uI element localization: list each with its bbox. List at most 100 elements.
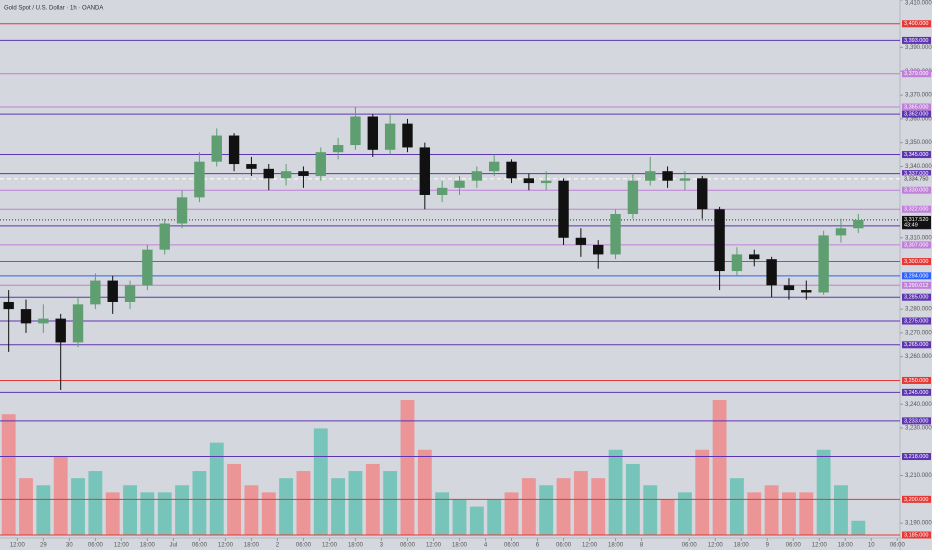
- volume-bar: [53, 456, 68, 535]
- candle-body: [315, 152, 326, 176]
- volume-bar: [556, 478, 571, 535]
- x-tick-label: 2: [276, 543, 280, 549]
- x-tick-label: 6: [536, 543, 540, 549]
- candle-body: [3, 301, 14, 310]
- candle-body: [645, 171, 656, 181]
- candles: [3, 107, 864, 390]
- level-tag-label: 3,300.000: [904, 259, 928, 265]
- candle-body: [384, 123, 396, 150]
- x-tick-label: 18:00: [348, 543, 364, 549]
- volume-bar: [400, 400, 415, 535]
- level-tag: [902, 170, 931, 178]
- level-tag: [902, 70, 931, 78]
- volume-bar: [504, 492, 519, 535]
- x-tick-label: 18:00: [608, 543, 624, 549]
- x-tick-label: 12:00: [10, 543, 26, 549]
- level-tag: [902, 110, 931, 118]
- candle-body: [801, 290, 812, 293]
- x-tick-label: 10: [868, 543, 875, 549]
- volume-bar: [521, 478, 536, 535]
- volume-bar: [834, 485, 848, 535]
- volume-bar: [816, 449, 831, 535]
- level-tag-label: 3,379.000: [904, 71, 928, 77]
- level-tag: [902, 281, 931, 289]
- candle-body: [731, 254, 743, 272]
- volume-bar: [261, 492, 276, 535]
- volume-bar: [88, 471, 103, 535]
- x-tick-label: 06:00: [504, 543, 520, 549]
- y-tick-label: 3,190.000: [905, 521, 932, 527]
- level-tag-label: 3,250.000: [904, 378, 928, 384]
- volume-bar: [279, 478, 294, 535]
- candle-body: [72, 304, 84, 343]
- x-tick-label: 18:00: [452, 543, 468, 549]
- candle-body: [627, 180, 639, 214]
- candle-body: [697, 178, 708, 210]
- volume-bar: [383, 471, 398, 535]
- level-tag: [902, 453, 931, 461]
- x-tick-label: 06:00: [88, 543, 104, 549]
- level-tag-label: 3,393.000: [904, 38, 928, 44]
- x-tick-label: 8: [640, 543, 644, 549]
- candle-body: [298, 171, 309, 176]
- candle-body: [38, 318, 49, 324]
- y-tick-label: 3,350.000: [905, 140, 932, 146]
- level-tag: [902, 388, 931, 396]
- candle-body: [124, 285, 136, 302]
- volume-bar: [435, 492, 450, 535]
- x-tick-label: Jul: [170, 543, 178, 549]
- candle-body: [749, 254, 760, 260]
- candle-body: [471, 171, 483, 181]
- level-tag-label: 3,345.000: [904, 152, 928, 158]
- candle-body: [523, 178, 535, 184]
- volume-bar: [799, 492, 814, 535]
- x-tick-label: 12:00: [812, 543, 828, 549]
- level-tag-label: 3,330.000: [904, 188, 928, 194]
- volume-bar: [36, 485, 51, 535]
- candle-body: [107, 280, 118, 302]
- volume-bar: [123, 485, 137, 535]
- level-tag-label: 3,362.000: [904, 112, 928, 118]
- volume-bar: [747, 492, 762, 535]
- candle-body: [367, 116, 379, 150]
- candle-body: [402, 123, 413, 148]
- candle-body: [436, 187, 448, 195]
- candle-body: [540, 180, 552, 184]
- volume-bar: [19, 478, 33, 535]
- candle-body: [818, 235, 829, 293]
- candle-body: [835, 228, 847, 236]
- volume-pane: [1, 400, 866, 535]
- candle-body: [159, 223, 170, 250]
- volume-bar: [71, 478, 85, 535]
- level-tag-label: 3,265.000: [904, 342, 928, 348]
- volume-bar: [105, 492, 120, 535]
- volume-bar: [782, 492, 796, 535]
- level-tag: [902, 151, 931, 159]
- y-tick-label: 3,410.000: [905, 1, 932, 7]
- level-tag-label: 3,365.000: [904, 104, 928, 110]
- candle-body: [263, 168, 274, 179]
- candle-body: [55, 318, 66, 343]
- level-tag-label: 3,218.000: [904, 454, 928, 460]
- candle-body: [20, 309, 32, 324]
- volume-bar: [313, 428, 328, 535]
- candle-body: [662, 171, 673, 181]
- volume-bar: [140, 492, 155, 535]
- volume-bar: [244, 485, 259, 535]
- y-tick-label: 3,240.000: [905, 402, 932, 408]
- y-tick-label: 3,370.000: [905, 93, 932, 99]
- candle-body: [280, 171, 292, 179]
- x-tick-label: 18:00: [838, 543, 854, 549]
- x-tick-label: 29: [40, 543, 47, 549]
- level-tag-label: 3,200.000: [904, 497, 928, 503]
- level-tag-label: 3,275.000: [904, 318, 928, 324]
- axes: 3,410.0003,390.0003,380.0003,370.0003,36…: [10, 0, 932, 549]
- x-tick-label: 9: [766, 543, 770, 549]
- level-tag-label: 3,245.000: [904, 390, 928, 396]
- level-tag: [902, 495, 931, 503]
- candle-body: [593, 244, 604, 255]
- candle-body: [766, 259, 777, 286]
- y-tick-label: 3,270.000: [905, 330, 932, 336]
- y-tick-label: 3,340.000: [905, 164, 932, 170]
